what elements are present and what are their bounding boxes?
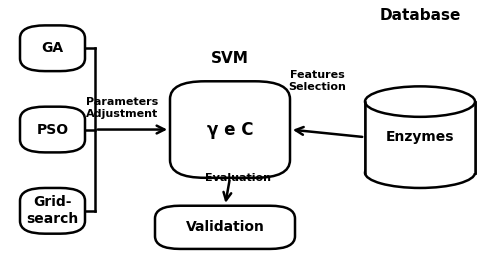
FancyBboxPatch shape — [20, 25, 85, 71]
Text: Grid-
search: Grid- search — [26, 195, 78, 227]
FancyBboxPatch shape — [20, 188, 85, 234]
Text: Features
Selection: Features Selection — [288, 70, 346, 92]
Ellipse shape — [365, 86, 475, 117]
Bar — [365, 102, 475, 173]
Text: Parameters
Adjustment: Parameters Adjustment — [86, 97, 158, 119]
FancyBboxPatch shape — [155, 206, 295, 249]
Text: γ e C: γ e C — [207, 121, 254, 138]
FancyBboxPatch shape — [170, 81, 290, 178]
Text: GA: GA — [42, 41, 64, 55]
Ellipse shape — [365, 157, 475, 188]
FancyBboxPatch shape — [20, 107, 85, 152]
Text: Evaluation: Evaluation — [204, 173, 270, 183]
Text: PSO: PSO — [36, 122, 68, 137]
Text: Database: Database — [380, 8, 460, 23]
Text: Validation: Validation — [186, 220, 264, 234]
Bar — [365, 157, 475, 173]
Text: Enzymes: Enzymes — [386, 130, 454, 144]
Text: SVM: SVM — [211, 51, 249, 66]
